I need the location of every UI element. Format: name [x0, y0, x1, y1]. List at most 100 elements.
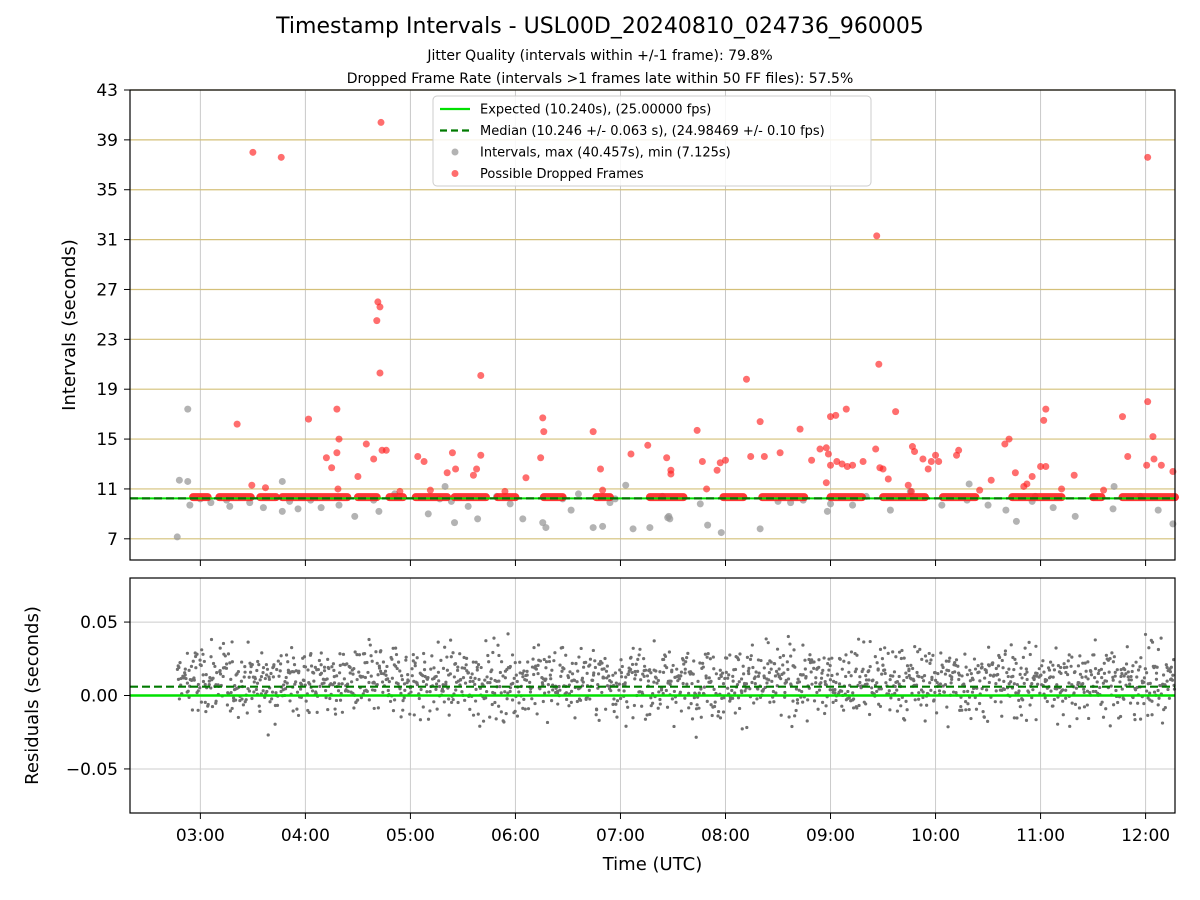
residual-point [687, 706, 691, 710]
residual-point [357, 653, 362, 657]
residual-point [533, 701, 537, 706]
dropped-point [370, 455, 378, 463]
residual-point [696, 679, 700, 683]
residual-point [699, 715, 703, 719]
residual-point [367, 637, 371, 642]
residual-point [1104, 679, 1109, 683]
interval-point [717, 529, 725, 537]
residual-point [993, 700, 997, 704]
residual-point [959, 704, 963, 709]
residual-point [460, 690, 464, 694]
residual-point [637, 653, 641, 657]
residual-point [199, 700, 204, 704]
chart-title: Timestamp Intervals - USL00D_20240810_02… [276, 14, 924, 39]
residual-point [632, 703, 637, 708]
residual-point [1161, 673, 1166, 677]
residual-point [218, 672, 223, 676]
residual-point [409, 690, 413, 694]
residual-point [1144, 671, 1149, 675]
residual-point [617, 682, 622, 686]
residual-point [593, 665, 598, 670]
residual-point [1012, 716, 1016, 720]
interval-point [278, 507, 286, 515]
residual-point [669, 679, 673, 683]
residual-point [772, 662, 777, 666]
residual-point [484, 696, 488, 700]
dropped-point [698, 458, 706, 466]
dropped-point [842, 405, 850, 413]
residual-point [762, 666, 766, 670]
residual-point [547, 659, 552, 664]
residual-point [297, 669, 301, 673]
dropped-point [832, 411, 840, 419]
residual-point [1093, 676, 1097, 680]
residual-point [751, 665, 755, 670]
residual-point [1120, 672, 1124, 676]
interval-point [666, 515, 674, 523]
y-axis-label: Intervals (seconds) [59, 239, 80, 411]
residual-point [421, 679, 426, 684]
residual-point [1049, 675, 1053, 679]
residual-point [481, 719, 486, 723]
residual-point [609, 689, 613, 693]
residual-point [279, 654, 283, 658]
dropped-point [955, 446, 963, 454]
residual-point [394, 646, 398, 650]
residual-point [928, 661, 932, 665]
residual-point [624, 675, 628, 679]
residual-point [186, 689, 190, 693]
residual-point [939, 651, 943, 655]
residual-point [755, 697, 759, 701]
residual-point [938, 682, 943, 686]
residual-point [1047, 668, 1052, 672]
dropped-point [627, 450, 635, 458]
residual-point [456, 700, 460, 705]
residual-point [904, 671, 908, 675]
residual-point [259, 674, 264, 679]
residual-point [867, 712, 872, 717]
residual-point [830, 673, 834, 678]
residual-point [984, 688, 989, 692]
residual-point [768, 700, 772, 704]
residual-point [1086, 677, 1090, 681]
residual-point [252, 680, 256, 684]
residual-point [477, 677, 481, 682]
residual-point [465, 656, 469, 660]
residual-point [675, 667, 679, 671]
residual-point [789, 654, 793, 658]
residual-point [683, 671, 687, 675]
residual-point [348, 671, 352, 675]
residual-point [684, 660, 688, 664]
residual-point [334, 698, 339, 703]
residual-point [352, 667, 356, 671]
plot-frame [129, 89, 1176, 561]
residual-point [265, 667, 270, 671]
residual-point [313, 665, 317, 669]
residual-point [633, 677, 637, 681]
residual-point [739, 677, 744, 681]
residual-point [218, 646, 222, 650]
residual-point [292, 663, 297, 667]
residual-point [258, 678, 262, 682]
residual-point [1082, 690, 1086, 694]
residual-point [962, 690, 966, 694]
residual-point [503, 676, 507, 680]
dropped-point [1058, 485, 1066, 493]
residual-point [614, 681, 618, 685]
residual-point [564, 653, 568, 657]
residual-point [322, 665, 327, 669]
residual-point [242, 675, 246, 679]
residual-point [497, 704, 501, 708]
residual-point [783, 690, 787, 695]
residual-point [834, 680, 838, 685]
residual-point [969, 716, 973, 721]
residual-point [285, 681, 289, 685]
residual-point [703, 652, 707, 656]
residual-point [704, 676, 708, 680]
residual-point [581, 680, 585, 684]
y-tick-label: −0.05 [66, 760, 118, 780]
residual-point [870, 686, 874, 690]
residual-point [904, 699, 908, 704]
residual-point [221, 674, 225, 679]
residual-point [727, 673, 731, 677]
